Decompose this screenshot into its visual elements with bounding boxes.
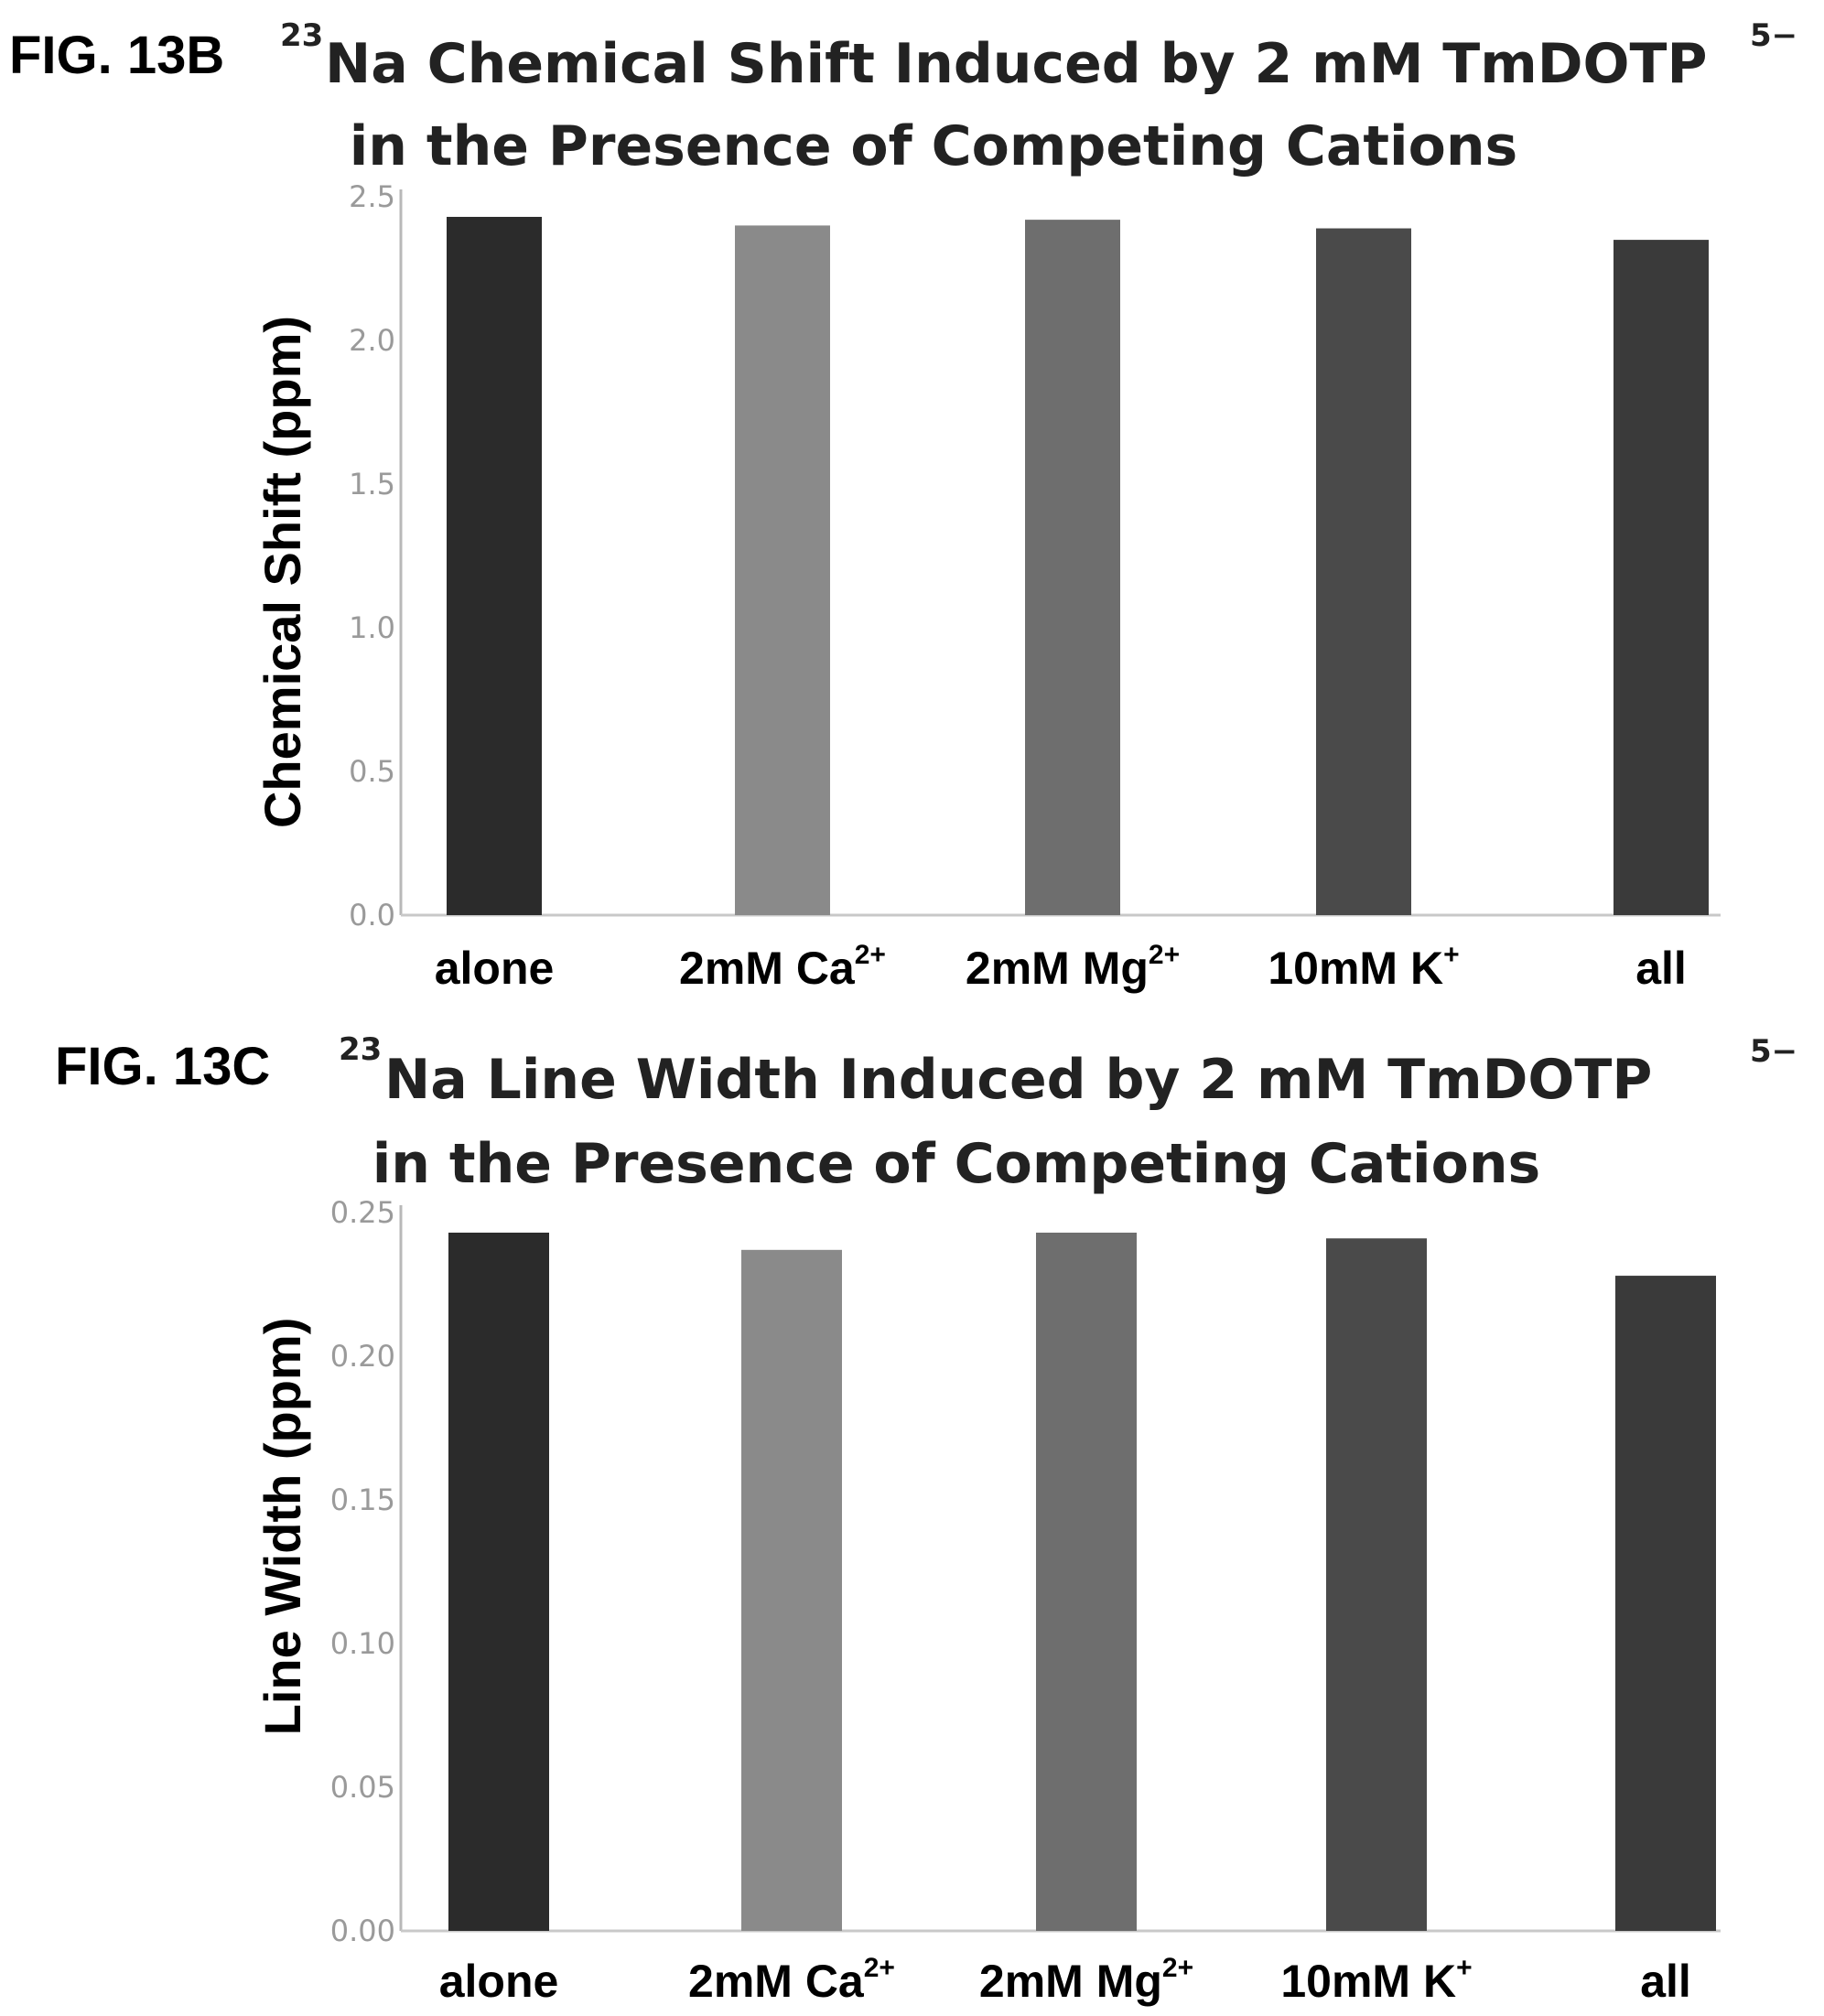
- y-tick-label-13b: 2.5: [349, 179, 395, 214]
- chart-13c: FIG. 13C 23 Na Line Width Induced by 2 m…: [55, 1031, 1797, 2007]
- y-tick-label-13c: 0.20: [330, 1339, 395, 1374]
- category-label-13c: alone: [439, 1956, 559, 2007]
- plot-area-13c: 0.00 0.05 0.10 0.15 0.20 0.25 alone 2mM Ca2+ 2mM…: [330, 1195, 1721, 2007]
- y-axis-label-13c: Line Width (ppm): [254, 1318, 311, 1736]
- y-tick-label-13b: 1.5: [349, 467, 395, 501]
- title-sup-13b: 23: [280, 17, 323, 54]
- y-axis-label-13b: Chemical Shift (ppm): [254, 316, 311, 828]
- y-tick-label-13c: 0.25: [330, 1195, 395, 1230]
- category-label-13c: 2mM Ca2+: [688, 1953, 895, 2007]
- bar-13c-1: [741, 1249, 842, 1931]
- fig-label-13c: FIG. 13C: [55, 1037, 270, 1096]
- y-tick-label-13c: 0.10: [330, 1626, 395, 1661]
- title-sup-13c: 23: [339, 1031, 382, 1068]
- y-tick-label-13c: 0.15: [330, 1482, 395, 1517]
- bar-13b-2: [1025, 220, 1120, 915]
- title-line1-13b: Na Chemical Shift Induced by 2 mM TmDOTP: [325, 32, 1707, 96]
- bar-13b-1: [735, 225, 830, 915]
- category-label-13b: 2mM Mg2+: [966, 940, 1180, 994]
- bar-13c-4: [1615, 1276, 1716, 1931]
- bar-13c-0: [448, 1232, 549, 1931]
- category-label-13b: 10mM K+: [1268, 940, 1459, 994]
- y-tick-label-13b: 2.0: [349, 323, 395, 358]
- y-tick-label-13b: 0.0: [349, 898, 395, 933]
- title-line1-13c: Na Line Width Induced by 2 mM TmDOTP: [384, 1048, 1652, 1112]
- fig-label-13b: FIG. 13B: [9, 26, 224, 85]
- y-tick-label-13b: 1.0: [349, 610, 395, 645]
- y-tick-label-13c: 0.00: [330, 1914, 395, 1948]
- plot-area-13b: 0.0 0.5 1.0 1.5 2.0 2.5 alone 2mM Ca2+ 2mM Mg2+ 1…: [349, 179, 1721, 994]
- category-label-13b: 2mM Ca2+: [679, 940, 886, 994]
- chart-13b: FIG. 13B 23 Na Chemical Shift Induced by…: [9, 17, 1797, 994]
- y-tick-label-13b: 0.5: [349, 754, 395, 789]
- title-line2-13c: in the Presence of Competing Cations: [372, 1132, 1541, 1196]
- bar-13c-2: [1036, 1232, 1137, 1931]
- y-tick-label-13c: 0.05: [330, 1770, 395, 1805]
- category-label-13c: all: [1640, 1956, 1691, 2007]
- title-line1-sup-13b: 5−: [1750, 17, 1797, 54]
- bar-13b-3: [1316, 228, 1411, 916]
- bar-13c-3: [1326, 1238, 1427, 1931]
- bar-13b-0: [447, 216, 542, 916]
- category-label-13c: 2mM Mg2+: [979, 1953, 1193, 2007]
- category-label-13b: all: [1635, 943, 1687, 994]
- bar-13b-4: [1614, 240, 1709, 916]
- category-label-13b: alone: [435, 943, 555, 994]
- title-line2-13b: in the Presence of Competing Cations: [350, 114, 1518, 178]
- title-line1-sup-13c: 5−: [1750, 1033, 1797, 1070]
- category-label-13c: 10mM K+: [1280, 1953, 1472, 2007]
